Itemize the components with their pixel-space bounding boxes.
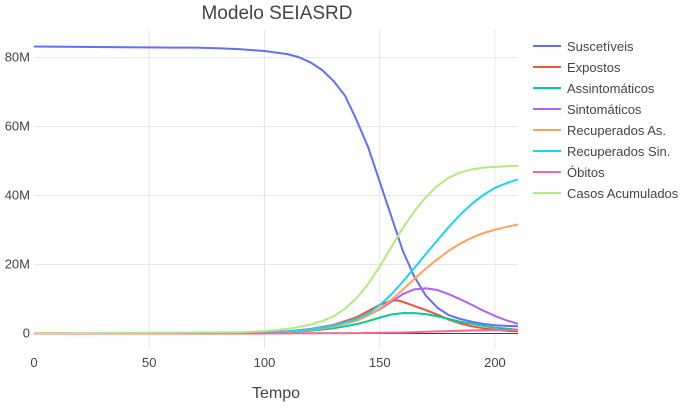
legend-label: Casos Acumulados	[567, 186, 679, 201]
y-tick-label: 60M	[5, 119, 30, 134]
legend-item-suscetiveis[interactable]: Suscetíveis	[533, 39, 634, 54]
legend[interactable]: Suscetíveis Expostos Assintomáticos Sintomá…	[533, 39, 679, 201]
legend-label: Sintomáticos	[567, 102, 642, 117]
x-tick-label: 200	[484, 355, 506, 370]
x-tick-label: 150	[369, 355, 391, 370]
legend-item-casos-acumulados[interactable]: Casos Acumulados	[533, 186, 679, 201]
legend-item-assintomaticos[interactable]: Assintomáticos	[533, 81, 655, 96]
y-tick-label: 80M	[5, 50, 30, 65]
series-layer	[33, 45, 519, 335]
chart-title: Modelo SEIASRD	[201, 3, 352, 24]
legend-label: Assintomáticos	[567, 81, 655, 96]
axis-layer: 0 50 100 150 200 0 20M 40M 60M 80M	[5, 50, 506, 370]
legend-item-expostos[interactable]: Expostos	[533, 60, 621, 75]
legend-label: Recuperados Sin.	[567, 144, 670, 159]
legend-item-obitos[interactable]: Óbitos	[533, 165, 605, 180]
x-tick-label: 100	[254, 355, 276, 370]
series-line-obitos	[34, 328, 519, 335]
legend-item-recuperados-sin[interactable]: Recuperados Sin.	[533, 144, 670, 159]
legend-item-recuperados-as[interactable]: Recuperados As.	[533, 123, 666, 138]
series-line-suscetiveis	[33, 45, 519, 328]
x-axis-title: Tempo	[252, 385, 300, 402]
legend-label: Recuperados As.	[567, 123, 666, 138]
series-line-casos-acumulados	[33, 164, 519, 335]
series-line-recuperados-sin	[33, 178, 519, 335]
x-tick-label: 0	[30, 355, 37, 370]
y-tick-label: 20M	[5, 257, 30, 272]
y-tick-label: 40M	[5, 188, 30, 203]
y-tick-label: 0	[23, 325, 30, 340]
grid-layer	[34, 30, 518, 349]
legend-item-sintomaticos[interactable]: Sintomáticos	[533, 102, 642, 117]
legend-label: Óbitos	[567, 165, 605, 180]
legend-label: Suscetíveis	[567, 39, 634, 54]
x-tick-label: 50	[142, 355, 156, 370]
legend-label: Expostos	[567, 60, 621, 75]
